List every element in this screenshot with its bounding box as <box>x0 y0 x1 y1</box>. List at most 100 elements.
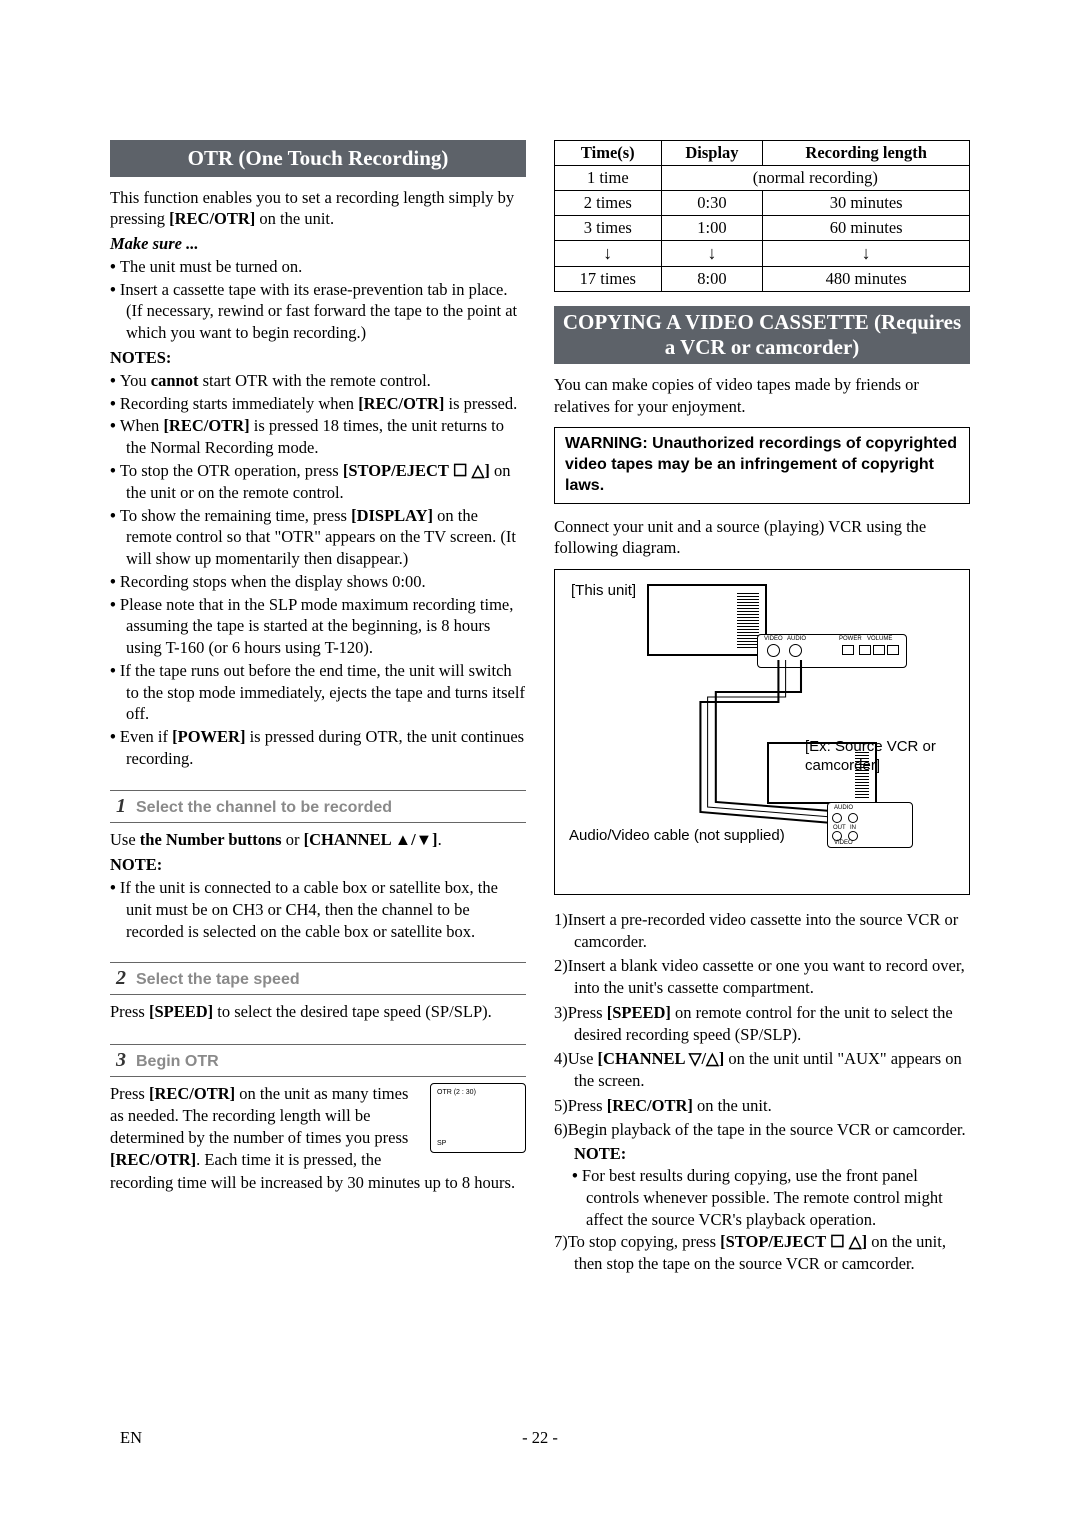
table-row: ↓ ↓ ↓ <box>555 241 970 267</box>
otr-screen-mini: OTR (2 : 30) SP <box>430 1083 526 1153</box>
src-jack <box>848 813 858 823</box>
note-item: Recording starts immediately when [REC/O… <box>110 393 526 415</box>
right-column: Time(s) Display Recording length 1 time … <box>554 140 970 1277</box>
t: [REC/OTR] <box>163 416 249 435</box>
t: [DISPLAY] <box>351 506 433 525</box>
av-cable-label: Audio/Video cable (not supplied) <box>569 826 785 846</box>
t: to select the desired tape speed (SP/SLP… <box>213 1002 492 1021</box>
th-length: Recording length <box>763 141 970 166</box>
src-audio-label: AUDIO <box>834 805 853 811</box>
t: You <box>120 371 151 390</box>
cell: 480 minutes <box>763 267 970 292</box>
t: . <box>438 830 442 849</box>
otr-intro: This function enables you to set a recor… <box>110 187 526 230</box>
cell: 60 minutes <box>763 216 970 241</box>
t: or <box>282 830 304 849</box>
source-back-panel: AUDIO OUT IN VIDEO <box>827 802 913 848</box>
step1-note: If the unit is connected to a cable box … <box>110 877 526 942</box>
note-item: Please note that in the SLP mode maximum… <box>110 594 526 659</box>
t: Even if <box>120 727 172 746</box>
step: 5)Press [REC/OTR] on the unit. <box>554 1095 970 1117</box>
t: [STOP/EJECT ☐ △] <box>720 1232 867 1251</box>
ms-item: Insert a cassette tape with its erase-pr… <box>110 279 526 344</box>
src-in-label: IN <box>850 825 856 831</box>
connection-diagram: [This unit] VIDEO AUDIO POWER VOLUME <box>554 569 970 895</box>
cell: 30 minutes <box>763 191 970 216</box>
t: [CHANNEL ▽/△] <box>598 1049 725 1068</box>
recording-table: Time(s) Display Recording length 1 time … <box>554 140 970 292</box>
copy-note: For best results during copying, use the… <box>554 1165 970 1230</box>
t: Recording starts immediately when <box>120 394 358 413</box>
step1-note-label: NOTE: <box>110 855 526 875</box>
table-row: 3 times 1:00 60 minutes <box>555 216 970 241</box>
step-2-body: Press [SPEED] to select the desired tape… <box>110 1001 526 1023</box>
t: [REC/OTR] <box>607 1096 693 1115</box>
table-row: 17 times 8:00 480 minutes <box>555 267 970 292</box>
step: 4)Use [CHANNEL ▽/△] on the unit until "A… <box>554 1048 970 1093</box>
copy-note-label: NOTE: <box>574 1143 970 1165</box>
th-times: Time(s) <box>555 141 662 166</box>
step-1-header: 1 Select the channel to be recorded <box>110 790 526 823</box>
footer-page: - 22 - <box>0 1428 1080 1448</box>
intro-tail: on the unit. <box>255 209 334 228</box>
step-title: Begin OTR <box>136 1053 219 1070</box>
t: 5)Press <box>554 1096 607 1115</box>
t: [REC/OTR] <box>110 1150 196 1169</box>
step-title: Select the channel to be recorded <box>136 799 392 816</box>
t: 7)To stop copying, press <box>554 1232 720 1251</box>
cell: 3 times <box>555 216 662 241</box>
step: 1)Insert a pre-recorded video cassette i… <box>554 909 970 954</box>
cell: 17 times <box>555 267 662 292</box>
cell-arrow: ↓ <box>661 241 763 267</box>
th-display: Display <box>661 141 763 166</box>
t: is pressed. <box>444 394 517 413</box>
t: To stop the OTR operation, press <box>120 461 343 480</box>
copying-intro: You can make copies of video tapes made … <box>554 374 970 417</box>
make-sure-label: Make sure ... <box>110 234 526 254</box>
make-sure-list: The unit must be turned on. Insert a cas… <box>110 256 526 344</box>
copying-steps: 1)Insert a pre-recorded video cassette i… <box>554 909 970 1276</box>
step-3-body: OTR (2 : 30) SP Press [REC/OTR] on the u… <box>110 1083 526 1194</box>
t: on the unit. <box>693 1096 772 1115</box>
step-1-body: Use the Number buttons or [CHANNEL ▲/▼]. <box>110 829 526 851</box>
t: [STOP/EJECT ☐ △] <box>343 461 490 480</box>
t: the Number buttons <box>140 830 282 849</box>
t: [SPEED] <box>607 1003 671 1022</box>
notes-list: You cannot start OTR with the remote con… <box>110 370 526 770</box>
table-row: 1 time (normal recording) <box>555 166 970 191</box>
step1-note-list: If the unit is connected to a cable box … <box>110 877 526 942</box>
step: 3)Press [SPEED] on remote control for th… <box>554 1002 970 1047</box>
step-number: 3 <box>116 1049 126 1071</box>
note-item: Even if [POWER] is pressed during OTR, t… <box>110 726 526 770</box>
src-video-label: VIDEO <box>834 840 853 846</box>
note-item: When [REC/OTR] is pressed 18 times, the … <box>110 415 526 459</box>
cell: (normal recording) <box>661 166 969 191</box>
source-label: [Ex: Source VCR or camcorder] <box>805 737 957 776</box>
note-item: To stop the OTR operation, press [STOP/E… <box>110 460 526 504</box>
step: 6)Begin playback of the tape in the sour… <box>554 1119 970 1141</box>
t: [CHANNEL ▲/▼] <box>304 830 438 849</box>
notes-label: NOTES: <box>110 348 526 368</box>
page-columns: OTR (One Touch Recording) This function … <box>110 140 970 1277</box>
cell: 1 time <box>555 166 662 191</box>
table-row: 2 times 0:30 30 minutes <box>555 191 970 216</box>
t: [POWER] <box>172 727 245 746</box>
step: 7)To stop copying, press [STOP/EJECT ☐ △… <box>554 1231 970 1276</box>
t: Press <box>110 1084 149 1103</box>
t: 4)Use <box>554 1049 598 1068</box>
t: cannot <box>151 371 199 390</box>
t: 3)Press <box>554 1003 607 1022</box>
mini-otr-text: OTR (2 : 30) <box>437 1088 476 1097</box>
step-3-header: 3 Begin OTR <box>110 1044 526 1077</box>
src-jack <box>832 813 842 823</box>
t: [REC/OTR] <box>149 1084 235 1103</box>
rec-otr-key: [REC/OTR] <box>169 209 255 228</box>
src-out-label: OUT <box>833 825 846 831</box>
note-item: You cannot start OTR with the remote con… <box>110 370 526 392</box>
cell: 1:00 <box>661 216 763 241</box>
step-number: 1 <box>116 795 126 817</box>
t: Use <box>110 830 140 849</box>
step-title: Select the tape speed <box>136 971 300 988</box>
cell-arrow: ↓ <box>555 241 662 267</box>
copyright-warning: WARNING: Unauthorized recordings of copy… <box>554 427 970 503</box>
